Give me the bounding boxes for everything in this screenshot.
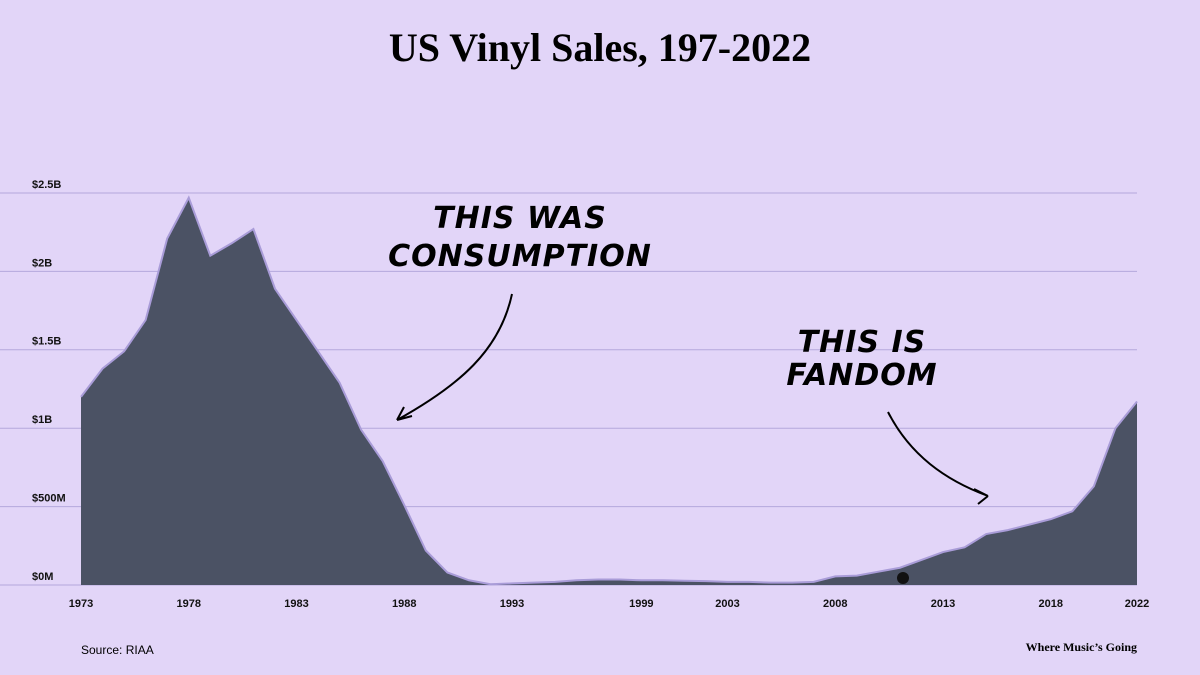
y-tick-label: $1.5B	[32, 336, 61, 348]
source: Source: RIAA	[81, 643, 154, 657]
x-tick-label: 2008	[823, 598, 847, 610]
x-tick-label: 1983	[284, 598, 308, 610]
x-tick-label: 1978	[177, 598, 201, 610]
x-tick-label: 2003	[715, 598, 739, 610]
x-tick-label: 1993	[500, 598, 524, 610]
annotation: THIS IS	[798, 325, 927, 360]
y-tick-label: $1B	[32, 414, 52, 426]
y-tick-label: $500M	[32, 493, 66, 505]
logo	[897, 572, 909, 584]
annotation: CONSUMPTION	[388, 239, 652, 274]
y-tick-label: $2.5B	[32, 179, 61, 191]
annotation: FANDOM	[786, 358, 937, 393]
y-tick-label: $0M	[32, 571, 53, 583]
arrow	[887, 411, 989, 505]
x-tick-label: 2022	[1125, 598, 1149, 610]
brand: Where Music’s Going	[1026, 640, 1137, 654]
chart-title: US Vinyl Sales, 197-2022	[389, 25, 811, 70]
x-tick-label: 1988	[392, 598, 416, 610]
x-tick-label: 1973	[69, 598, 93, 610]
area	[81, 197, 1137, 586]
arrow	[396, 293, 513, 421]
x-tick-label: 2013	[931, 598, 955, 610]
y-tick-label: $2B	[32, 257, 52, 269]
x-tick-label: 1999	[629, 598, 653, 610]
annotation: THIS WAS	[433, 201, 607, 236]
area-line	[80, 195, 1138, 586]
plot: $0M $500M $1B $1.5B $2B $2.5B 1973 1978 1983 1988…	[0, 179, 1149, 610]
x-tick-label: 2018	[1039, 598, 1063, 610]
